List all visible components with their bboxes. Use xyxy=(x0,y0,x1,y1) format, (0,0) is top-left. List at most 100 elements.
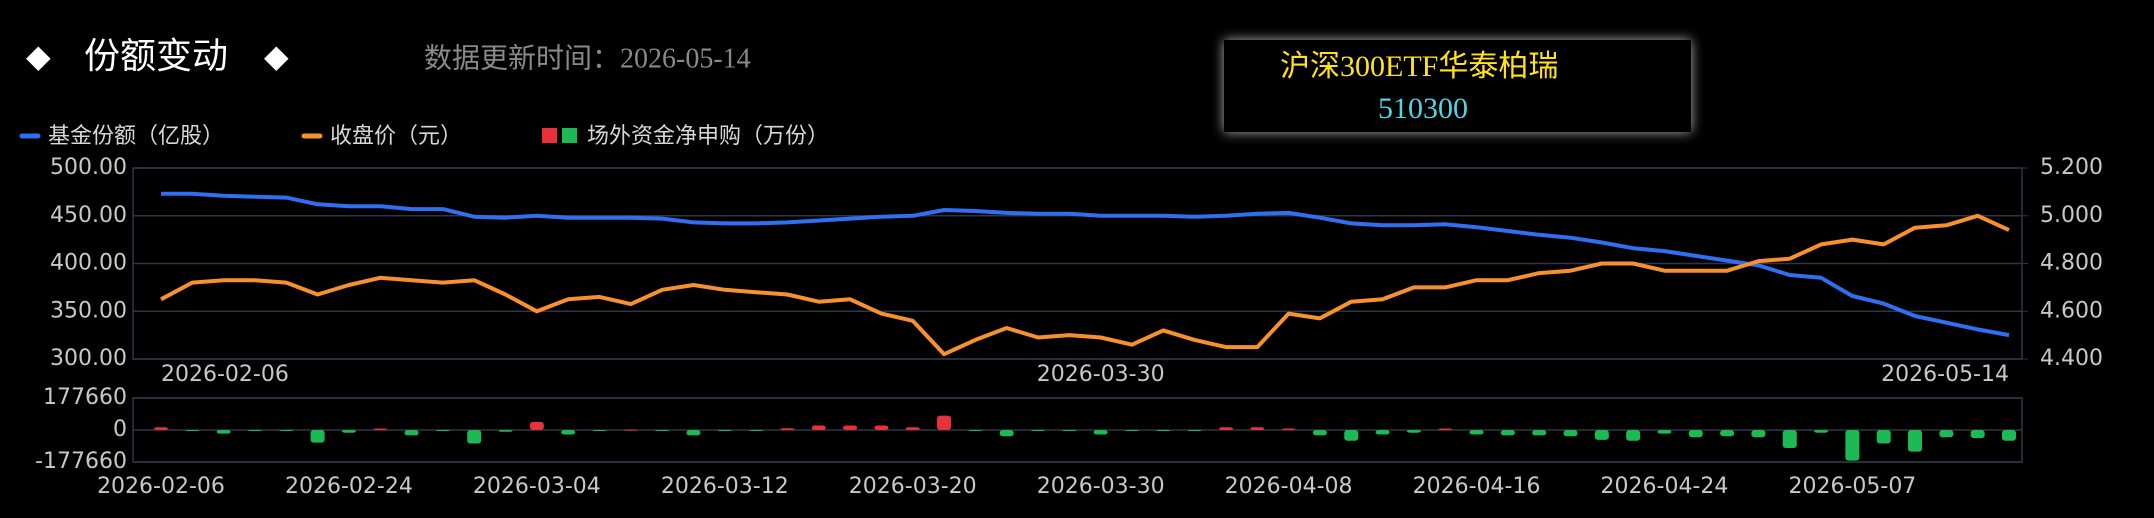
bar xyxy=(1500,430,1515,436)
bar xyxy=(216,430,231,434)
bar xyxy=(686,430,701,436)
bar xyxy=(1626,430,1641,441)
bar xyxy=(341,430,356,433)
x-tick-label: 2026-03-30 xyxy=(1037,474,1165,499)
bar xyxy=(843,425,858,430)
x-tick-label: 2026-03-20 xyxy=(849,474,977,499)
bar xyxy=(1375,430,1390,435)
bar xyxy=(1469,430,1484,435)
bar xyxy=(1312,430,1327,436)
bar xyxy=(2002,430,2016,441)
bar xyxy=(1093,430,1108,435)
bar xyxy=(1845,430,1860,461)
bar xyxy=(1281,428,1296,430)
bar xyxy=(1438,428,1453,430)
bar xyxy=(968,430,983,431)
y-tick-label: -177660 xyxy=(35,449,127,474)
y2-tick-label: 4.600 xyxy=(2040,298,2103,323)
bar xyxy=(780,428,795,430)
bar xyxy=(404,430,419,436)
y-tick-label: 450.00 xyxy=(50,203,127,228)
bar xyxy=(279,430,294,431)
series-line xyxy=(161,191,2010,338)
title: 份额变动 xyxy=(84,36,228,77)
bar xyxy=(874,425,889,430)
bar xyxy=(1406,430,1421,433)
bar xyxy=(467,430,482,444)
x-tick-label: 2026-04-24 xyxy=(1601,474,1729,499)
x-tick-label: 2026-02-06 xyxy=(97,474,225,499)
x-tick-label: 2026-02-24 xyxy=(285,474,413,499)
bar xyxy=(1124,430,1139,431)
bar xyxy=(561,430,576,435)
x-tick-label: 2026-02-06 xyxy=(161,362,289,387)
legend-swatch xyxy=(562,128,578,143)
bar xyxy=(310,430,325,443)
bar xyxy=(185,430,200,431)
bar xyxy=(1970,430,1985,439)
bar xyxy=(1218,427,1233,430)
bar xyxy=(1688,430,1703,438)
update-time: 数据更新时间：2026-05-14 xyxy=(424,42,751,74)
ticker-box xyxy=(1224,40,1691,132)
bar xyxy=(435,430,450,431)
bar xyxy=(1532,430,1547,436)
bar xyxy=(1187,430,1202,431)
y-tick-label: 350.00 xyxy=(50,298,127,323)
bar xyxy=(905,427,920,430)
bar xyxy=(1751,430,1766,438)
x-tick-label: 2026-03-04 xyxy=(473,474,601,499)
y-tick-label: 300.00 xyxy=(50,346,127,371)
y2-tick-label: 5.200 xyxy=(2040,155,2103,180)
bar xyxy=(1657,430,1672,434)
ticker-code: 510300 xyxy=(1378,92,1468,125)
legend-swatch xyxy=(542,128,558,143)
bar xyxy=(1782,430,1797,449)
bar xyxy=(811,425,826,430)
diamond: ◆ xyxy=(264,37,289,75)
bar xyxy=(592,430,607,431)
legend-label: 场外资金净申购（万份） xyxy=(587,124,829,149)
bar xyxy=(1939,430,1954,438)
bar xyxy=(937,415,952,430)
bar xyxy=(1156,430,1171,431)
bar xyxy=(999,430,1014,437)
legend-label: 基金份额（亿股） xyxy=(48,124,224,149)
bar xyxy=(154,427,168,430)
bar xyxy=(655,430,670,431)
bar xyxy=(1062,430,1077,431)
y2-tick-label: 4.800 xyxy=(2040,251,2103,276)
x-tick-label: 2026-03-12 xyxy=(661,474,789,499)
bar xyxy=(1720,430,1735,437)
bar xyxy=(529,421,544,430)
bar xyxy=(1344,430,1359,441)
y-tick-label: 500.00 xyxy=(50,155,127,180)
bar xyxy=(1250,427,1265,430)
bar xyxy=(749,430,764,431)
bar xyxy=(717,430,732,431)
series-line xyxy=(160,213,2010,357)
y-tick-label: 0 xyxy=(113,417,127,442)
bar xyxy=(1814,430,1829,433)
y-tick-label: 177660 xyxy=(43,385,127,410)
bar xyxy=(1563,430,1578,437)
y2-tick-label: 5.000 xyxy=(2040,203,2103,228)
bar xyxy=(1876,430,1891,444)
x-tick-label: 2026-05-07 xyxy=(1788,474,1916,499)
bar xyxy=(1594,430,1609,440)
y-tick-label: 400.00 xyxy=(50,251,127,276)
x-tick-label: 2026-03-30 xyxy=(1037,362,1165,387)
y2-tick-label: 4.400 xyxy=(2040,346,2103,371)
x-tick-label: 2026-04-08 xyxy=(1225,474,1353,499)
bar xyxy=(498,430,513,432)
bar xyxy=(373,428,388,430)
ticker-name: 沪深300ETF华泰柏瑞 xyxy=(1280,50,1558,83)
legend-label: 收盘价（元） xyxy=(330,124,462,149)
bar xyxy=(247,430,262,431)
bar xyxy=(1908,430,1923,452)
bar xyxy=(1031,430,1046,431)
diamond: ◆ xyxy=(26,37,51,75)
x-tick-label: 2026-04-16 xyxy=(1413,474,1541,499)
